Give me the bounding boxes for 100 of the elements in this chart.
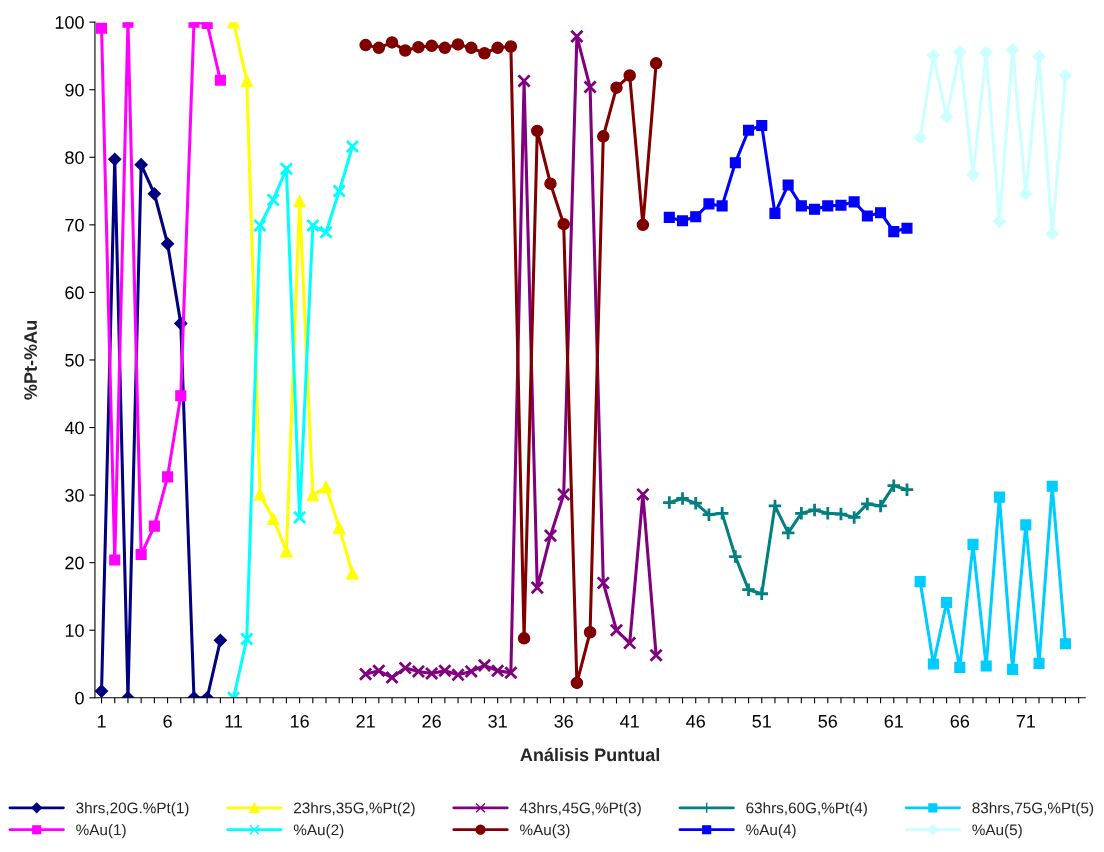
point	[888, 226, 900, 238]
point	[861, 210, 873, 222]
point	[846, 509, 862, 526]
point	[134, 158, 148, 172]
point	[1006, 43, 1020, 57]
legend-label: 3hrs,20G.%Pt(1)	[76, 802, 189, 817]
point	[835, 199, 847, 211]
point	[623, 69, 636, 82]
point	[305, 218, 320, 233]
point	[597, 130, 610, 143]
y-tick-label: 60	[65, 286, 84, 300]
point	[940, 110, 954, 124]
x-tick-label: 36	[554, 714, 573, 728]
point	[398, 44, 412, 57]
legend-label: %Au(2)	[293, 824, 344, 839]
point	[1019, 187, 1033, 201]
point	[913, 131, 927, 145]
point	[742, 124, 755, 136]
point	[292, 510, 307, 525]
point	[848, 196, 860, 208]
y-tick-label: 40	[64, 421, 84, 435]
point	[253, 488, 267, 501]
point	[504, 40, 518, 53]
point	[992, 214, 1006, 229]
point	[1007, 663, 1019, 675]
point	[162, 471, 174, 483]
point	[793, 505, 809, 521]
point	[569, 29, 584, 44]
point	[556, 487, 571, 502]
y-tick-label: 100	[55, 16, 84, 29]
point	[822, 200, 834, 212]
point	[1059, 638, 1071, 650]
point	[820, 505, 836, 521]
legend-label: %Au(5)	[972, 824, 1022, 839]
point	[240, 74, 254, 88]
point	[716, 200, 728, 212]
point	[872, 498, 889, 514]
point	[674, 490, 691, 507]
point	[583, 80, 598, 94]
point	[372, 41, 386, 55]
point	[1020, 519, 1032, 531]
point	[727, 548, 743, 565]
x-tick-label: 71	[1016, 715, 1035, 728]
legend-label: 83hrs,75G,%Pt(5)	[972, 802, 1094, 817]
point	[451, 38, 465, 51]
point	[899, 482, 915, 498]
x-tick-label: 11	[225, 715, 243, 728]
point	[1033, 657, 1045, 669]
point	[477, 658, 492, 673]
point	[636, 218, 650, 232]
x-tick-label: 21	[356, 714, 375, 728]
point	[570, 676, 584, 690]
point	[609, 623, 624, 638]
point	[596, 575, 611, 590]
point	[517, 632, 531, 645]
point	[690, 211, 702, 223]
point	[214, 74, 226, 86]
legend-label: %Au(4)	[746, 824, 796, 839]
point	[1058, 68, 1073, 83]
y-tick-label: 80	[65, 151, 84, 164]
point	[701, 507, 717, 523]
x-tick-label: 1	[97, 715, 106, 728]
point	[425, 39, 438, 53]
point	[622, 636, 637, 651]
point	[886, 478, 902, 494]
x-axis-title: Análisis Puntual	[520, 747, 660, 762]
y-tick-label: 0	[75, 691, 84, 705]
point	[412, 40, 425, 54]
point	[438, 41, 452, 55]
point	[544, 177, 557, 190]
point	[160, 237, 175, 251]
point	[108, 152, 122, 166]
point	[583, 626, 597, 639]
point	[279, 161, 294, 176]
point	[1045, 227, 1059, 241]
point	[875, 207, 887, 219]
legend-label: 43hrs,45G,%Pt(3)	[519, 802, 641, 817]
point	[769, 207, 781, 219]
point	[266, 512, 280, 525]
point	[1046, 480, 1058, 492]
point	[740, 582, 757, 598]
point	[729, 157, 741, 169]
point	[306, 488, 320, 502]
y-tick-label: 30	[65, 489, 84, 502]
point	[754, 586, 770, 602]
point	[266, 192, 281, 207]
point	[175, 390, 187, 402]
point	[147, 187, 161, 201]
point	[780, 525, 796, 541]
point	[213, 633, 227, 647]
point	[914, 576, 926, 588]
y-axis-title: %Pt-%Au	[24, 321, 37, 400]
point	[109, 554, 121, 566]
point	[385, 36, 399, 49]
point	[530, 580, 545, 595]
x-tick-label: 61	[884, 714, 903, 728]
x-tick-label: 16	[290, 714, 309, 728]
legend-label: 63hrs,60G,%Pt(4)	[746, 802, 867, 817]
point	[332, 184, 347, 199]
point	[967, 538, 979, 550]
